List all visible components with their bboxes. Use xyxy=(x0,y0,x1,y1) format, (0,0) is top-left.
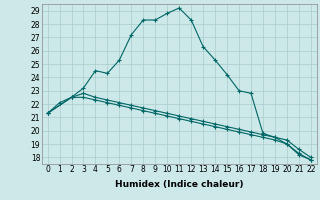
X-axis label: Humidex (Indice chaleur): Humidex (Indice chaleur) xyxy=(115,180,244,189)
